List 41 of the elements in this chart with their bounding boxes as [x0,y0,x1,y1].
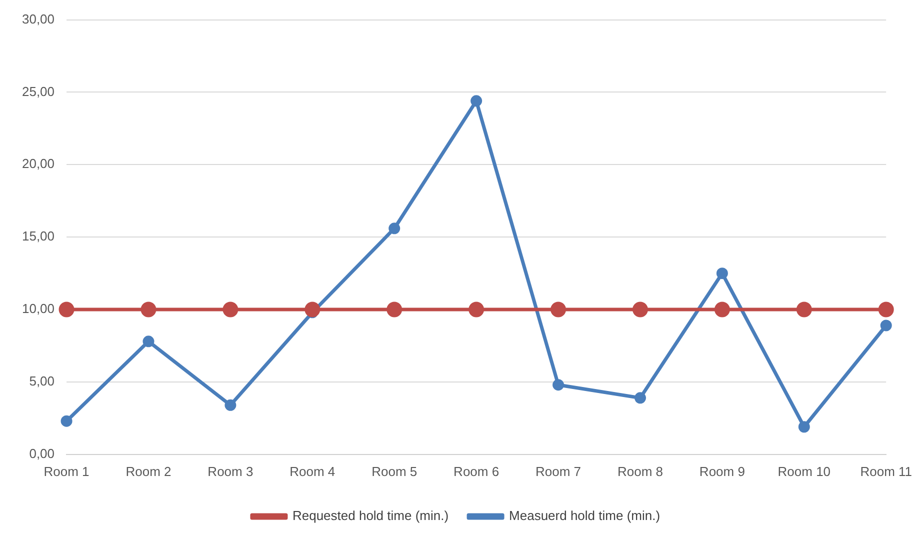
x-tick-label: Room 5 [372,464,418,479]
point [468,302,484,318]
y-tick-label: 5,00 [29,374,55,389]
x-tick-label: Room 1 [44,464,90,479]
point [714,302,730,318]
point [58,302,74,318]
point [632,302,648,318]
y-tick-label: 0,00 [29,446,55,461]
legend-label: Requested hold time (min.) [292,508,449,524]
point [304,302,320,318]
point [716,268,728,280]
x-tick-label: Room 9 [699,464,745,479]
x-tick-label: Room 11 [860,464,912,479]
x-tick-label: Room 6 [454,464,500,479]
point [878,302,894,318]
x-tick-label: Room 3 [208,464,254,479]
point [796,302,812,318]
point [60,415,72,427]
x-tick-label: Room 2 [126,464,172,479]
legend-label: Measuerd hold time (min.) [509,508,660,524]
x-tick-label: Room 4 [290,464,336,479]
x-tick-label: Room 10 [778,464,831,479]
point [142,336,154,348]
point [550,302,566,318]
y-tick-label: 25,00 [22,84,55,99]
x-tick-label: Room 8 [617,464,663,479]
point [140,302,156,318]
point [634,392,646,404]
y-tick-label: 15,00 [22,228,55,244]
point [388,222,400,234]
point [224,399,236,411]
y-tick-label: 10,00 [22,301,55,316]
point [386,302,402,318]
y-tick-label: 30,00 [22,11,55,26]
x-tick-label: Room 7 [536,464,582,479]
point [222,302,238,318]
point [470,95,482,107]
point [798,421,810,433]
point [880,320,892,332]
y-tick-label: 20,00 [22,156,55,172]
point [552,379,564,391]
